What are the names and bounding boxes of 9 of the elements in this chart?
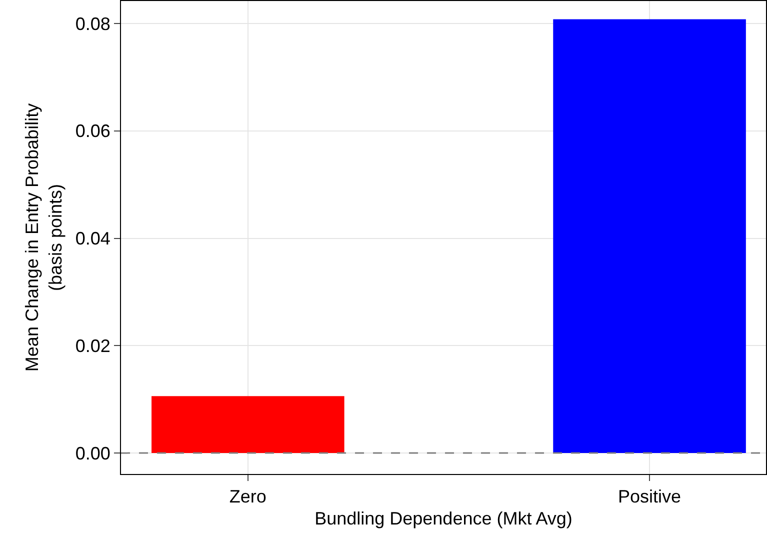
y-tick-label: 0.06 [75,121,110,142]
y-tick-label: 0.02 [75,336,110,356]
x-axis-title: Bundling Dependence (Mkt Avg) [314,508,572,529]
y-tick-label: 0.04 [75,228,110,249]
y-tick-label: 0.08 [75,14,110,34]
y-tick-label: 0.00 [75,443,110,464]
x-tick-label: Positive [618,486,682,507]
y-axis-title: Mean Change in Entry Probability (basis points) [22,103,66,372]
x-tick-label: Zero [229,486,266,507]
